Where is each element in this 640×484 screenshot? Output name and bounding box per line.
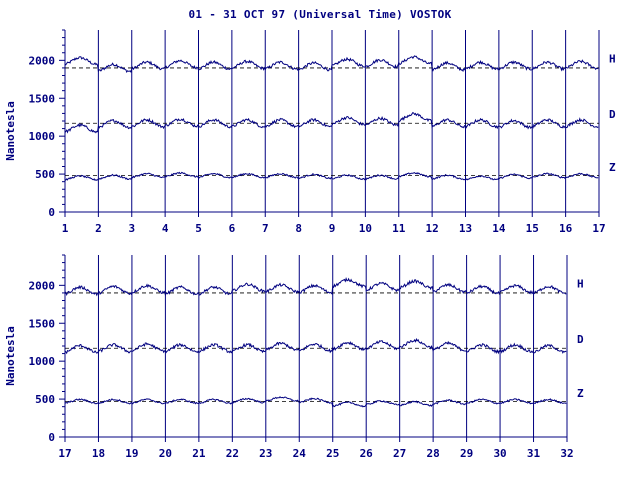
x-tick-label: 11 (392, 222, 406, 235)
x-tick-label: 16 (559, 222, 573, 235)
y-tick-label: 500 (35, 393, 55, 406)
y-tick-label: 0 (48, 206, 55, 219)
y-tick-label: 1000 (29, 355, 56, 368)
series-label-d: D (609, 108, 616, 121)
x-tick-label: 17 (58, 447, 71, 460)
x-tick-label: 2 (95, 222, 102, 235)
x-tick-label: 6 (229, 222, 236, 235)
trace-h (64, 55, 599, 74)
x-tick-label: 23 (259, 447, 272, 460)
trace-z (64, 396, 567, 408)
x-tick-label: 9 (329, 222, 336, 235)
x-tick-label: 27 (393, 447, 406, 460)
x-tick-label: 19 (125, 447, 138, 460)
x-tick-label: 4 (162, 222, 169, 235)
trace-d (64, 111, 599, 134)
x-tick-label: 30 (493, 447, 506, 460)
x-tick-label: 18 (92, 447, 105, 460)
x-tick-label: 25 (326, 447, 339, 460)
series-label-d: D (577, 333, 584, 346)
series-label-h: H (577, 278, 584, 291)
y-tick-label: 1500 (29, 317, 56, 330)
y-axis-label: Nanotesla (4, 101, 17, 161)
series-label-z: Z (577, 387, 584, 400)
x-tick-label: 31 (527, 447, 541, 460)
x-tick-label: 29 (460, 447, 473, 460)
series-label-z: Z (609, 161, 616, 174)
y-tick-label: 1500 (29, 92, 56, 105)
x-tick-label: 17 (592, 222, 605, 235)
x-tick-label: 1 (62, 222, 69, 235)
y-tick-label: 1000 (29, 130, 56, 143)
x-tick-label: 10 (359, 222, 372, 235)
y-axis-label: Nanotesla (4, 326, 17, 386)
chart-title: 01 - 31 OCT 97 (Universal Time) VOSTOK (188, 8, 452, 21)
x-tick-label: 14 (492, 222, 506, 235)
y-tick-label: 0 (48, 431, 55, 444)
x-tick-label: 7 (262, 222, 269, 235)
x-tick-label: 22 (226, 447, 239, 460)
trace-d (64, 337, 567, 355)
y-tick-label: 500 (35, 168, 55, 181)
trace-z (64, 171, 599, 182)
x-tick-label: 32 (560, 447, 573, 460)
x-tick-label: 15 (526, 222, 539, 235)
x-tick-label: 26 (360, 447, 374, 460)
x-tick-label: 5 (195, 222, 202, 235)
x-tick-label: 20 (159, 447, 172, 460)
x-tick-label: 13 (459, 222, 472, 235)
trace-h (64, 276, 567, 297)
x-tick-label: 8 (295, 222, 302, 235)
y-tick-label: 2000 (29, 54, 56, 67)
x-tick-label: 12 (426, 222, 439, 235)
y-tick-label: 2000 (29, 279, 56, 292)
x-tick-label: 28 (427, 447, 440, 460)
x-tick-label: 24 (293, 447, 307, 460)
series-label-h: H (609, 53, 616, 66)
x-tick-label: 21 (192, 447, 206, 460)
x-tick-label: 3 (128, 222, 135, 235)
